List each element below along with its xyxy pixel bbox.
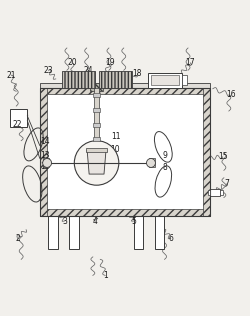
Text: 8: 8 bbox=[162, 163, 167, 173]
Bar bbox=[148, 73, 182, 88]
Bar bbox=[93, 93, 100, 97]
Text: 13: 13 bbox=[40, 151, 50, 160]
Text: 1: 1 bbox=[103, 271, 108, 280]
Text: 10: 10 bbox=[110, 145, 120, 154]
Text: 3: 3 bbox=[62, 216, 67, 226]
Text: 2: 2 bbox=[15, 234, 20, 243]
Circle shape bbox=[43, 159, 51, 167]
Text: 6: 6 bbox=[168, 234, 173, 243]
Text: 4: 4 bbox=[93, 216, 98, 226]
Bar bbox=[134, 216, 143, 249]
Text: 17: 17 bbox=[186, 58, 195, 67]
Text: 24: 24 bbox=[83, 66, 93, 75]
Bar bbox=[43, 159, 49, 167]
Text: 14: 14 bbox=[40, 137, 50, 146]
Bar bbox=[99, 71, 132, 88]
Bar bbox=[93, 137, 100, 142]
Bar bbox=[208, 190, 210, 195]
Text: 15: 15 bbox=[218, 152, 228, 161]
Bar bbox=[40, 83, 210, 88]
Bar bbox=[94, 88, 99, 147]
Bar bbox=[90, 83, 103, 91]
Bar bbox=[40, 209, 210, 216]
Bar bbox=[48, 216, 58, 249]
Bar bbox=[86, 148, 107, 152]
Bar bbox=[70, 216, 79, 249]
Bar bbox=[151, 75, 180, 85]
Text: 20: 20 bbox=[67, 58, 77, 67]
Text: 22: 22 bbox=[13, 120, 22, 129]
Text: 5: 5 bbox=[131, 216, 136, 226]
Bar bbox=[40, 88, 210, 216]
Text: 18: 18 bbox=[132, 70, 142, 78]
Bar bbox=[149, 159, 155, 167]
Text: 9: 9 bbox=[162, 151, 167, 160]
Text: 21: 21 bbox=[6, 71, 16, 80]
Polygon shape bbox=[87, 151, 106, 174]
Text: 7: 7 bbox=[224, 179, 229, 188]
Bar bbox=[62, 71, 95, 88]
Bar bbox=[220, 190, 223, 195]
Bar bbox=[40, 88, 210, 216]
Bar bbox=[93, 123, 100, 127]
Text: 11: 11 bbox=[112, 132, 121, 142]
Bar bbox=[155, 216, 164, 249]
Bar bbox=[182, 75, 187, 85]
Circle shape bbox=[146, 159, 156, 167]
Text: 23: 23 bbox=[44, 66, 53, 75]
Bar bbox=[40, 88, 47, 216]
Bar bbox=[210, 189, 220, 196]
Bar bbox=[40, 88, 210, 94]
Bar bbox=[203, 88, 210, 216]
Text: 12: 12 bbox=[40, 162, 50, 171]
Text: 19: 19 bbox=[105, 58, 115, 67]
Bar bbox=[93, 108, 100, 112]
Text: 16: 16 bbox=[226, 90, 236, 100]
Bar bbox=[10, 109, 27, 127]
Circle shape bbox=[74, 141, 119, 185]
